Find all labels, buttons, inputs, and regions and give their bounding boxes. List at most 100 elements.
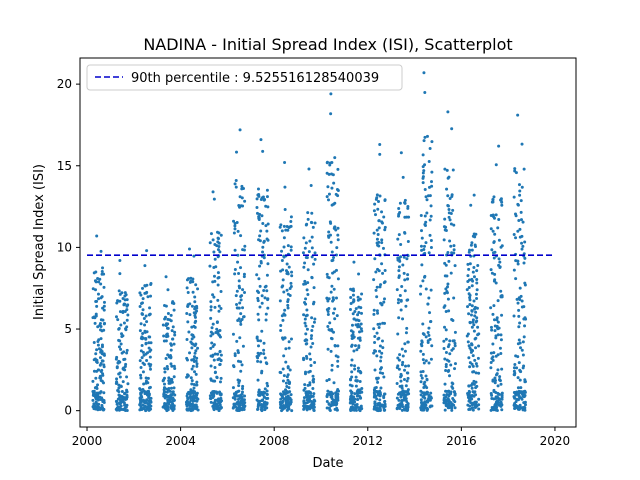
data-point (497, 238, 501, 242)
data-point (286, 365, 290, 369)
data-point (468, 365, 472, 369)
data-point (308, 352, 312, 356)
data-point (430, 180, 433, 184)
data-point (303, 405, 307, 409)
data-point (449, 244, 453, 248)
data-point (400, 285, 404, 289)
data-point (451, 382, 455, 386)
data-point (162, 391, 166, 395)
data-point (282, 236, 286, 240)
data-point (378, 398, 382, 402)
data-point (468, 293, 472, 297)
data-point (522, 167, 526, 171)
data-point (258, 264, 262, 268)
data-point (331, 299, 335, 303)
data-point (403, 231, 407, 235)
data-point (304, 324, 308, 328)
data-point (143, 284, 147, 288)
data-point (516, 355, 520, 359)
data-point (421, 391, 425, 395)
data-point (470, 343, 474, 347)
data-point (516, 202, 520, 206)
data-point (452, 244, 456, 248)
data-point (519, 210, 523, 214)
data-point (92, 369, 96, 373)
data-point (512, 232, 516, 236)
data-point (216, 255, 220, 259)
data-point (494, 281, 498, 285)
data-point (261, 250, 265, 254)
data-point (147, 405, 151, 409)
x-axis-label: Date (312, 456, 343, 471)
data-point (468, 320, 472, 324)
data-point (377, 244, 381, 248)
data-point (149, 294, 153, 298)
data-point (278, 225, 282, 229)
data-point (398, 404, 402, 408)
data-point (349, 395, 353, 399)
data-point (498, 260, 502, 264)
data-point (468, 407, 472, 411)
data-point (94, 376, 98, 380)
data-point (330, 203, 334, 207)
data-point (326, 275, 330, 279)
data-point (186, 304, 190, 308)
data-point (310, 246, 314, 250)
data-point (517, 338, 521, 342)
data-point (444, 287, 448, 291)
data-point (332, 181, 336, 185)
data-point (266, 262, 270, 266)
data-point (163, 370, 167, 374)
data-point (406, 376, 410, 380)
data-point (499, 400, 503, 404)
data-point (377, 269, 381, 273)
data-point (519, 294, 523, 298)
data-point (167, 402, 171, 406)
data-point (115, 301, 119, 305)
data-point (519, 199, 523, 203)
data-point (147, 313, 151, 317)
data-point (405, 371, 409, 375)
data-point (513, 167, 517, 171)
data-point (424, 287, 428, 291)
data-point (468, 404, 472, 408)
data-point (403, 201, 407, 205)
data-point (403, 408, 407, 412)
data-point (256, 402, 260, 406)
data-point (374, 213, 378, 217)
data-point (260, 301, 264, 305)
x-tick-label: 2012 (353, 434, 384, 448)
data-point (517, 407, 521, 411)
data-point (407, 215, 411, 219)
data-point (209, 316, 213, 320)
data-point (452, 390, 456, 394)
data-point (373, 402, 377, 406)
data-point (335, 394, 339, 398)
data-point (472, 329, 476, 333)
data-point (138, 291, 142, 295)
data-point (236, 359, 240, 363)
data-point (422, 333, 426, 337)
data-point (424, 359, 428, 363)
data-point (452, 248, 456, 252)
data-point (122, 396, 126, 400)
data-point (496, 299, 500, 303)
data-point (430, 404, 434, 408)
data-point (429, 396, 433, 400)
data-point (279, 397, 283, 401)
data-point (101, 398, 105, 402)
data-point (284, 381, 288, 385)
y-tick-label: 10 (57, 240, 72, 254)
data-point (467, 356, 471, 360)
data-point (142, 317, 146, 321)
data-point (360, 292, 364, 296)
data-point (336, 344, 340, 348)
data-point (238, 395, 242, 399)
data-point (302, 313, 306, 317)
data-point (466, 340, 470, 344)
data-point (500, 294, 504, 298)
data-point (471, 408, 475, 412)
data-point (331, 392, 335, 396)
data-point (143, 323, 147, 327)
